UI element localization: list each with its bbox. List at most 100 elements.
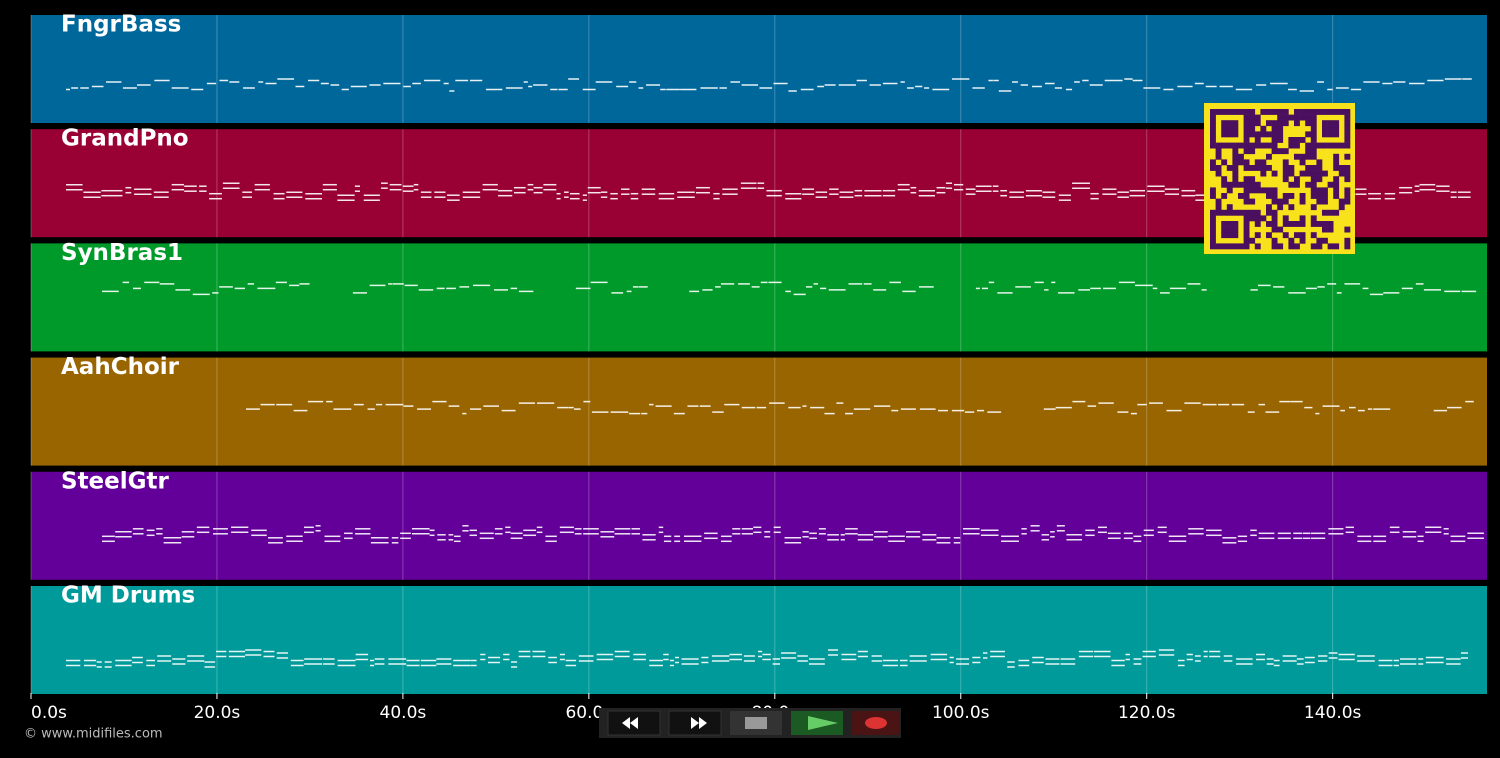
qr-module (1271, 209, 1278, 216)
qr-module (1277, 243, 1284, 250)
qr-module (1294, 221, 1300, 227)
qr-module (1210, 131, 1216, 138)
qr-module (1327, 221, 1334, 227)
tick-label: 140.0s (1304, 703, 1362, 723)
qr-module (1221, 193, 1228, 199)
qr-module (1299, 109, 1306, 115)
qr-module (1271, 243, 1278, 250)
qr-module (1254, 114, 1261, 121)
qr-module (1226, 131, 1233, 138)
qr-module (1310, 170, 1317, 177)
qr-module (1316, 142, 1323, 149)
qr-module (1215, 142, 1222, 149)
qr-module (1316, 193, 1323, 199)
qr-module (1215, 153, 1222, 160)
qr-module (1282, 176, 1289, 183)
qr-module (1232, 131, 1239, 138)
qr-module (1305, 181, 1312, 188)
track-name: SynBras1 (61, 240, 183, 266)
qr-module (1316, 221, 1323, 227)
qr-module (1249, 120, 1256, 127)
qr-module (1249, 114, 1256, 121)
controls (599, 708, 901, 738)
qr-module (1299, 221, 1306, 227)
qr-module (1210, 165, 1216, 171)
qr-module (1310, 243, 1317, 250)
qr-module (1322, 237, 1328, 244)
qr-module (1249, 125, 1256, 132)
qr-module (1254, 142, 1261, 149)
play-icon (808, 716, 838, 730)
qr-module (1271, 109, 1278, 115)
qr-module (1249, 142, 1256, 149)
qr-module (1288, 193, 1295, 199)
qr-module (1288, 137, 1295, 143)
notes (246, 400, 1474, 415)
qr-module (1305, 114, 1312, 121)
qr-module (1344, 226, 1351, 233)
qr-module (1232, 176, 1239, 183)
qr-module (1210, 109, 1216, 115)
qr-module (1322, 142, 1328, 149)
qr-module (1271, 170, 1278, 177)
qr-module (1299, 215, 1306, 222)
qr-module (1254, 159, 1261, 166)
qr-module (1271, 120, 1278, 127)
qr-module (1310, 193, 1317, 199)
qr-module (1243, 114, 1250, 121)
qr-module (1249, 148, 1256, 155)
qr-module (1305, 120, 1312, 127)
qr-module (1260, 125, 1267, 132)
qr-module (1322, 131, 1328, 138)
qr-module (1310, 120, 1317, 127)
qr-module (1221, 226, 1228, 233)
qr-module (1226, 187, 1233, 194)
qr-module (1271, 125, 1278, 132)
qr-module (1338, 165, 1345, 171)
qr-module (1333, 109, 1340, 115)
qr-module (1260, 109, 1267, 115)
qr-module (1221, 176, 1228, 183)
qr-module (1316, 170, 1323, 177)
qr-module (1254, 232, 1261, 239)
qr-module (1266, 165, 1272, 171)
qr-module (1338, 142, 1345, 149)
qr-module (1322, 120, 1328, 127)
qr-module (1344, 153, 1351, 160)
qr-module (1243, 193, 1250, 199)
qr-module (1294, 181, 1300, 188)
stop-icon (745, 717, 767, 729)
qr-module (1338, 109, 1345, 115)
qr-module (1221, 125, 1228, 132)
qr-module (1294, 243, 1300, 250)
qr-module (1254, 187, 1261, 194)
qr-module (1310, 165, 1317, 171)
qr-module (1288, 221, 1295, 227)
qr-module (1238, 243, 1244, 250)
forward-icon (691, 717, 707, 729)
qr-module (1243, 226, 1250, 233)
qr-module (1316, 237, 1323, 244)
qr-module (1260, 165, 1267, 171)
qr-module (1243, 209, 1250, 216)
qr-module (1266, 109, 1272, 115)
qr-module (1232, 109, 1239, 115)
rewind-icon (622, 717, 638, 729)
qr-module (1249, 209, 1256, 216)
qr-module (1266, 153, 1272, 160)
qr-module (1322, 187, 1328, 194)
qr-module (1254, 209, 1261, 216)
qr-module (1344, 243, 1351, 250)
qr-module (1310, 142, 1317, 149)
qr-module (1282, 170, 1289, 177)
qr-module (1277, 226, 1284, 233)
qr-module (1282, 148, 1289, 155)
qr-module (1221, 209, 1228, 216)
qr-module (1210, 120, 1216, 127)
qr-module (1282, 232, 1289, 239)
rewind-button[interactable] (607, 710, 661, 736)
qr-module (1243, 159, 1250, 166)
qr-module (1260, 131, 1267, 138)
qr-module (1210, 215, 1216, 222)
